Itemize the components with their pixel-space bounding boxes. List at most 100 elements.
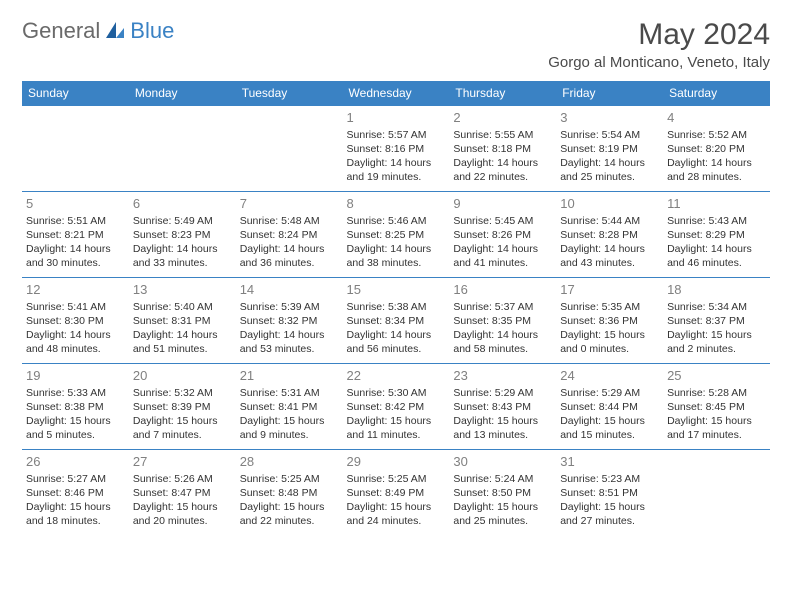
sunset-text: Sunset: 8:16 PM xyxy=(347,142,446,156)
sunset-text: Sunset: 8:37 PM xyxy=(667,314,766,328)
calendar-day-cell: 4Sunrise: 5:52 AMSunset: 8:20 PMDaylight… xyxy=(663,106,770,192)
sunset-text: Sunset: 8:43 PM xyxy=(453,400,552,414)
sunset-text: Sunset: 8:29 PM xyxy=(667,228,766,242)
calendar-day-cell: 10Sunrise: 5:44 AMSunset: 8:28 PMDayligh… xyxy=(556,192,663,278)
month-title: May 2024 xyxy=(548,18,770,52)
day-number: 23 xyxy=(453,367,552,385)
sunrise-text: Sunrise: 5:37 AM xyxy=(453,300,552,314)
daylight-text: Daylight: 14 hours and 43 minutes. xyxy=(560,242,659,270)
day-number: 14 xyxy=(240,281,339,299)
daylight-text: Daylight: 15 hours and 18 minutes. xyxy=(26,500,125,528)
calendar-week-row: 5Sunrise: 5:51 AMSunset: 8:21 PMDaylight… xyxy=(22,192,770,278)
day-number: 22 xyxy=(347,367,446,385)
daylight-text: Daylight: 14 hours and 19 minutes. xyxy=(347,156,446,184)
daylight-text: Daylight: 15 hours and 13 minutes. xyxy=(453,414,552,442)
day-number: 9 xyxy=(453,195,552,213)
day-number: 28 xyxy=(240,453,339,471)
calendar-day-cell xyxy=(22,106,129,192)
daylight-text: Daylight: 14 hours and 46 minutes. xyxy=(667,242,766,270)
calendar-day-cell: 18Sunrise: 5:34 AMSunset: 8:37 PMDayligh… xyxy=(663,278,770,364)
sunset-text: Sunset: 8:50 PM xyxy=(453,486,552,500)
calendar-day-cell: 15Sunrise: 5:38 AMSunset: 8:34 PMDayligh… xyxy=(343,278,450,364)
sunset-text: Sunset: 8:49 PM xyxy=(347,486,446,500)
calendar-day-cell: 11Sunrise: 5:43 AMSunset: 8:29 PMDayligh… xyxy=(663,192,770,278)
calendar-day-cell: 21Sunrise: 5:31 AMSunset: 8:41 PMDayligh… xyxy=(236,364,343,450)
sunset-text: Sunset: 8:51 PM xyxy=(560,486,659,500)
sunset-text: Sunset: 8:30 PM xyxy=(26,314,125,328)
daylight-text: Daylight: 14 hours and 28 minutes. xyxy=(667,156,766,184)
day-number: 20 xyxy=(133,367,232,385)
day-number: 4 xyxy=(667,109,766,127)
day-number: 25 xyxy=(667,367,766,385)
weekday-header: Monday xyxy=(129,81,236,106)
sunset-text: Sunset: 8:28 PM xyxy=(560,228,659,242)
title-block: May 2024 Gorgo al Monticano, Veneto, Ita… xyxy=(548,18,770,71)
sunrise-text: Sunrise: 5:45 AM xyxy=(453,214,552,228)
calendar-day-cell: 13Sunrise: 5:40 AMSunset: 8:31 PMDayligh… xyxy=(129,278,236,364)
calendar-day-cell xyxy=(236,106,343,192)
day-number: 12 xyxy=(26,281,125,299)
day-number: 10 xyxy=(560,195,659,213)
calendar-day-cell: 22Sunrise: 5:30 AMSunset: 8:42 PMDayligh… xyxy=(343,364,450,450)
day-number: 18 xyxy=(667,281,766,299)
weekday-header-row: SundayMondayTuesdayWednesdayThursdayFrid… xyxy=(22,81,770,106)
sunset-text: Sunset: 8:48 PM xyxy=(240,486,339,500)
daylight-text: Daylight: 15 hours and 22 minutes. xyxy=(240,500,339,528)
daylight-text: Daylight: 14 hours and 51 minutes. xyxy=(133,328,232,356)
day-number: 13 xyxy=(133,281,232,299)
day-number: 17 xyxy=(560,281,659,299)
logo: General Blue xyxy=(22,18,174,44)
weekday-header: Saturday xyxy=(663,81,770,106)
calendar-day-cell: 1Sunrise: 5:57 AMSunset: 8:16 PMDaylight… xyxy=(343,106,450,192)
calendar-day-cell: 5Sunrise: 5:51 AMSunset: 8:21 PMDaylight… xyxy=(22,192,129,278)
sunrise-text: Sunrise: 5:38 AM xyxy=(347,300,446,314)
calendar-day-cell xyxy=(129,106,236,192)
sunrise-text: Sunrise: 5:29 AM xyxy=(560,386,659,400)
day-number: 26 xyxy=(26,453,125,471)
calendar-week-row: 12Sunrise: 5:41 AMSunset: 8:30 PMDayligh… xyxy=(22,278,770,364)
sunrise-text: Sunrise: 5:51 AM xyxy=(26,214,125,228)
daylight-text: Daylight: 15 hours and 27 minutes. xyxy=(560,500,659,528)
sunset-text: Sunset: 8:26 PM xyxy=(453,228,552,242)
weekday-header: Thursday xyxy=(449,81,556,106)
daylight-text: Daylight: 14 hours and 58 minutes. xyxy=(453,328,552,356)
daylight-text: Daylight: 15 hours and 0 minutes. xyxy=(560,328,659,356)
sunset-text: Sunset: 8:35 PM xyxy=(453,314,552,328)
weekday-header: Tuesday xyxy=(236,81,343,106)
sunset-text: Sunset: 8:32 PM xyxy=(240,314,339,328)
day-number: 21 xyxy=(240,367,339,385)
daylight-text: Daylight: 15 hours and 20 minutes. xyxy=(133,500,232,528)
calendar-day-cell: 26Sunrise: 5:27 AMSunset: 8:46 PMDayligh… xyxy=(22,450,129,536)
calendar-day-cell: 12Sunrise: 5:41 AMSunset: 8:30 PMDayligh… xyxy=(22,278,129,364)
daylight-text: Daylight: 15 hours and 24 minutes. xyxy=(347,500,446,528)
day-number: 2 xyxy=(453,109,552,127)
day-number: 11 xyxy=(667,195,766,213)
header: General Blue May 2024 Gorgo al Monticano… xyxy=(22,18,770,71)
calendar-day-cell: 24Sunrise: 5:29 AMSunset: 8:44 PMDayligh… xyxy=(556,364,663,450)
calendar-day-cell: 17Sunrise: 5:35 AMSunset: 8:36 PMDayligh… xyxy=(556,278,663,364)
calendar-week-row: 19Sunrise: 5:33 AMSunset: 8:38 PMDayligh… xyxy=(22,364,770,450)
day-number: 1 xyxy=(347,109,446,127)
calendar-day-cell: 3Sunrise: 5:54 AMSunset: 8:19 PMDaylight… xyxy=(556,106,663,192)
sunset-text: Sunset: 8:38 PM xyxy=(26,400,125,414)
sunrise-text: Sunrise: 5:34 AM xyxy=(667,300,766,314)
sunset-text: Sunset: 8:42 PM xyxy=(347,400,446,414)
sunrise-text: Sunrise: 5:28 AM xyxy=(667,386,766,400)
weekday-header: Wednesday xyxy=(343,81,450,106)
sunrise-text: Sunrise: 5:29 AM xyxy=(453,386,552,400)
calendar-day-cell: 25Sunrise: 5:28 AMSunset: 8:45 PMDayligh… xyxy=(663,364,770,450)
daylight-text: Daylight: 15 hours and 15 minutes. xyxy=(560,414,659,442)
sunrise-text: Sunrise: 5:52 AM xyxy=(667,128,766,142)
sunset-text: Sunset: 8:36 PM xyxy=(560,314,659,328)
daylight-text: Daylight: 14 hours and 48 minutes. xyxy=(26,328,125,356)
sunset-text: Sunset: 8:34 PM xyxy=(347,314,446,328)
sunrise-text: Sunrise: 5:24 AM xyxy=(453,472,552,486)
calendar-day-cell: 14Sunrise: 5:39 AMSunset: 8:32 PMDayligh… xyxy=(236,278,343,364)
calendar-body: 1Sunrise: 5:57 AMSunset: 8:16 PMDaylight… xyxy=(22,106,770,536)
daylight-text: Daylight: 15 hours and 2 minutes. xyxy=(667,328,766,356)
logo-text-general: General xyxy=(22,18,100,44)
calendar-day-cell: 7Sunrise: 5:48 AMSunset: 8:24 PMDaylight… xyxy=(236,192,343,278)
day-number: 5 xyxy=(26,195,125,213)
sunrise-text: Sunrise: 5:44 AM xyxy=(560,214,659,228)
sunrise-text: Sunrise: 5:27 AM xyxy=(26,472,125,486)
